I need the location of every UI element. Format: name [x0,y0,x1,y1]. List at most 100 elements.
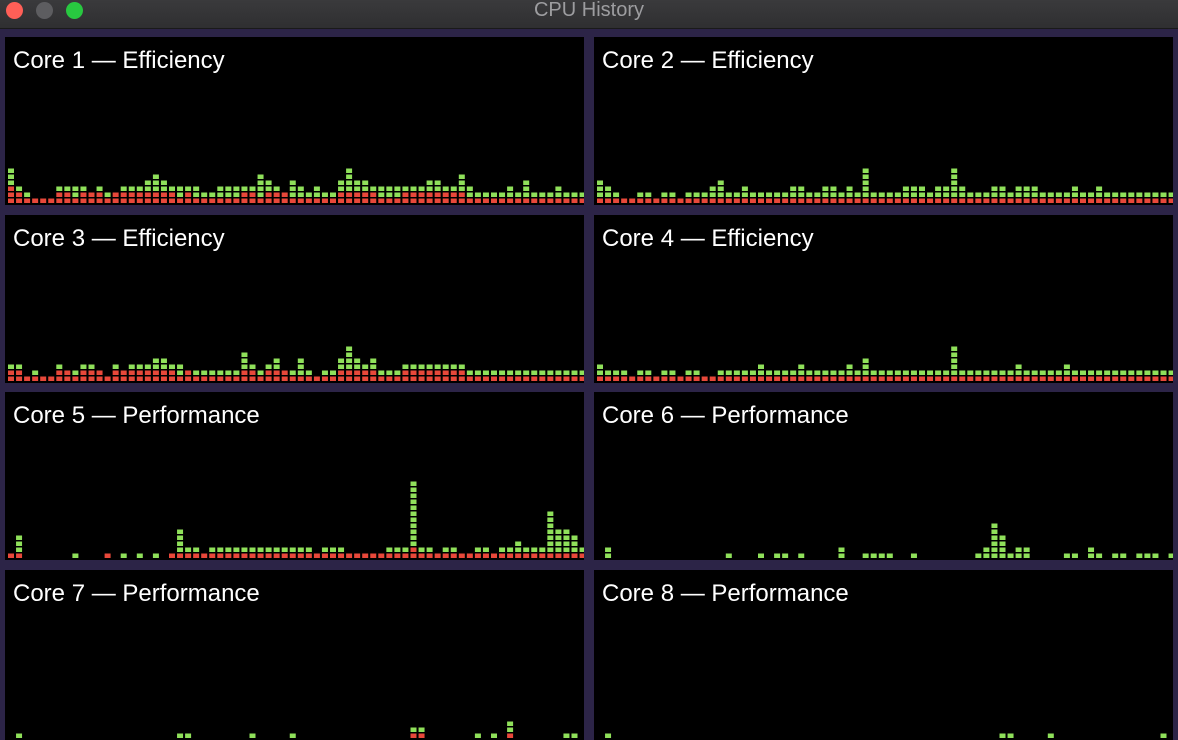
zoom-window-button[interactable] [66,2,83,19]
system-load-block [838,376,845,381]
user-load-block [410,186,417,191]
system-load-block [507,733,514,738]
system-load-block [621,198,628,203]
user-load-block [991,186,998,191]
user-load-block [854,370,861,375]
system-load-block [96,198,103,203]
system-load-block [717,376,724,381]
system-load-block [450,370,457,375]
user-load-block [217,186,224,191]
user-load-block [991,370,998,375]
user-load-block [919,370,925,375]
system-load-block [491,198,497,203]
user-load-block [177,370,184,375]
system-load-block [193,376,200,381]
system-load-block [104,198,111,203]
system-load-block [661,376,668,381]
system-load-block [120,370,127,375]
user-load-block [177,547,184,552]
system-load-block [523,376,530,381]
user-load-block [605,192,612,197]
system-load-block [555,553,562,558]
user-load-block [846,186,853,191]
system-load-block [169,192,175,197]
user-load-block [637,370,644,375]
system-load-block [999,376,1006,381]
system-load-block [96,370,103,375]
user-load-block [878,553,885,558]
user-load-block [870,370,877,375]
system-load-block [677,376,684,381]
user-load-block [112,364,119,369]
system-load-block [749,198,756,203]
system-load-block [862,198,869,203]
system-load-block [563,553,570,558]
user-load-block [967,192,974,197]
user-load-block [1055,192,1062,197]
system-load-block [927,198,934,203]
user-load-block [144,180,151,185]
user-load-block [321,370,328,375]
user-load-block [693,192,700,197]
user-load-block [1144,370,1151,375]
system-load-block [217,198,224,203]
user-load-block [265,180,272,185]
system-load-block [621,376,628,381]
user-load-block [8,168,14,173]
system-load-block [854,376,861,381]
user-load-block [935,370,942,375]
user-load-block [571,733,578,738]
user-load-block [289,733,296,738]
user-load-block [870,192,877,197]
user-load-block [571,535,578,540]
close-window-button[interactable] [6,2,23,19]
user-load-block [1136,192,1143,197]
user-load-block [185,186,192,191]
user-load-block [959,186,966,191]
core-2-history-graph [597,168,1173,203]
system-load-block [474,376,481,381]
system-load-block [685,376,692,381]
user-load-block [410,523,417,528]
system-load-block [426,198,433,203]
system-load-block [629,376,636,381]
system-load-block [613,376,620,381]
core-7-history-graph [16,721,578,738]
minimize-window-button[interactable] [36,2,53,19]
system-load-block [426,376,433,381]
user-load-block [56,364,63,369]
user-load-block [16,547,23,552]
user-load-block [547,541,554,546]
system-load-block [8,186,14,191]
user-load-block [72,553,79,558]
user-load-block [466,192,473,197]
user-load-block [185,547,192,552]
system-load-block [975,198,982,203]
user-load-block [685,370,692,375]
user-load-block [758,364,764,369]
user-load-block [547,523,554,528]
user-load-block [418,364,425,369]
system-load-block [1080,376,1086,381]
user-load-block [410,499,417,504]
user-load-block [297,364,304,369]
system-load-block [482,198,489,203]
system-load-block [491,376,497,381]
user-load-block [8,174,14,179]
user-load-block [1015,364,1022,369]
system-load-block [16,553,23,558]
user-load-block [983,192,990,197]
system-load-block [233,198,240,203]
system-load-block [669,376,676,381]
core-8-panel: Core 8 — Performance [594,570,1173,740]
user-load-block [136,186,143,191]
system-load-block [112,376,119,381]
user-load-block [983,553,990,558]
user-load-block [975,553,982,558]
user-load-block [338,186,345,191]
user-load-block [547,370,554,375]
system-load-block [515,553,522,558]
user-load-block [410,505,417,510]
user-load-block [862,168,869,173]
system-load-block [338,553,345,558]
